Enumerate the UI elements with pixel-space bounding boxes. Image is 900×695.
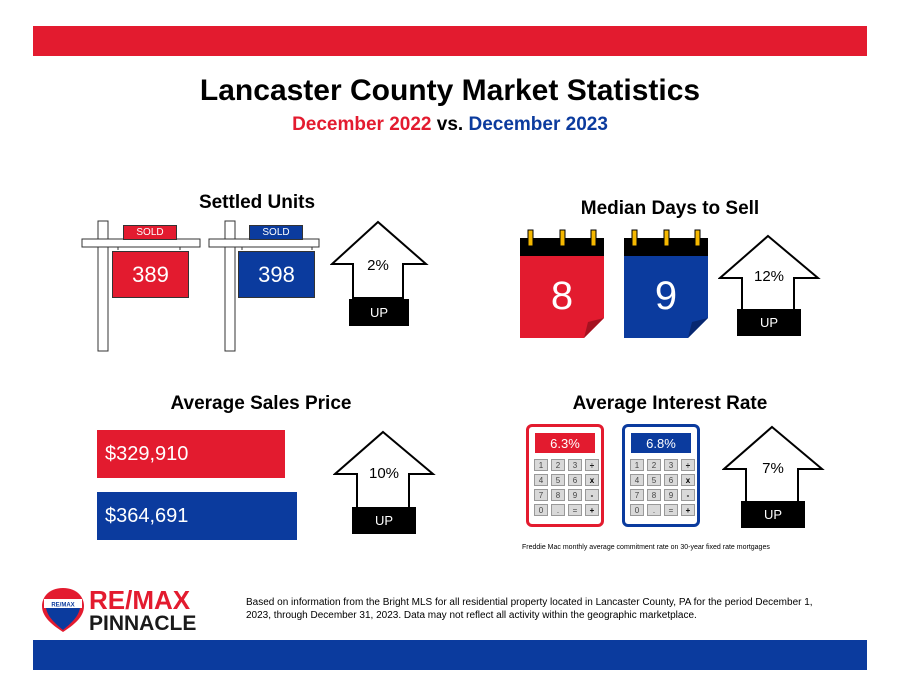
calculator-key: 4 xyxy=(534,474,548,486)
calculator-key: . xyxy=(551,504,565,516)
subtitle-2023: December 2023 xyxy=(468,114,608,135)
subtitle-2022: December 2022 xyxy=(292,114,432,135)
settled-units-change: 2% xyxy=(367,257,389,274)
avg-price-direction: UP xyxy=(352,507,416,534)
disclaimer-text: Based on information from the Bright MLS… xyxy=(246,597,813,621)
page-title: Lancaster County Market Statistics xyxy=(199,74,701,107)
avg-price-change: 10% xyxy=(368,465,400,482)
interest-rate-2023: 6.8% xyxy=(631,433,691,453)
top-red-bar xyxy=(33,26,867,56)
settled-units-direction: UP xyxy=(349,299,409,326)
settled-units-up-arrow-icon xyxy=(330,220,429,299)
calculator-key: 2 xyxy=(647,459,661,471)
calculator-keypad: 1 2 3 ÷ 4 5 6 x 7 8 9- 0. = + xyxy=(630,459,695,516)
interest-rate-footnote: Freddie Mac monthly average commitment r… xyxy=(522,544,770,551)
calculator-key: 7 xyxy=(630,489,644,501)
median-days-2022: 8 xyxy=(550,274,574,318)
calculator-key: + xyxy=(585,504,599,516)
calculator-key: 3 xyxy=(664,459,678,471)
subtitle-vs: vs. xyxy=(436,114,464,135)
interest-rate-2022: 6.3% xyxy=(535,433,595,453)
avg-price-title: Average Sales Price xyxy=(170,393,352,414)
logo-pinnacle: PINNACLE xyxy=(89,612,197,635)
calculator-key: x xyxy=(681,474,695,486)
calculator-2022-icon: 6.3% 1 2 3 ÷ 4 5 6 x 7 8 9- 0. = + xyxy=(526,424,604,527)
calculator-key: 0 xyxy=(630,504,644,516)
calculator-key: 5 xyxy=(551,474,565,486)
calculator-key: 8 xyxy=(647,489,661,501)
calculator-key: 1 xyxy=(630,459,644,471)
interest-rate-title: Average Interest Rate xyxy=(572,393,768,414)
calculator-key: 5 xyxy=(647,474,661,486)
balloon-text: RE/MAX xyxy=(51,603,74,609)
calculator-key: 8 xyxy=(551,489,565,501)
calculator-key: 6 xyxy=(664,474,678,486)
calculator-key: = xyxy=(568,504,582,516)
calculator-key: 6 xyxy=(568,474,582,486)
calculator-key: . xyxy=(647,504,661,516)
avg-price-2023-bar: $364,691 xyxy=(97,492,297,540)
calculator-key: 1 xyxy=(534,459,548,471)
avg-price-2022-bar: $329,910 xyxy=(97,430,285,478)
logo-remax: RE/MAX xyxy=(89,585,191,615)
page-subtitle: December 2022 vs. December 2023 xyxy=(0,114,900,136)
calculator-2023-icon: 6.8% 1 2 3 ÷ 4 5 6 x 7 8 9- 0. = + xyxy=(622,424,700,527)
bottom-blue-bar xyxy=(33,640,867,670)
calculator-key: x xyxy=(585,474,599,486)
settled-units-title: Settled Units xyxy=(198,192,316,213)
calculator-key: ÷ xyxy=(585,459,599,471)
median-days-direction: UP xyxy=(737,309,801,336)
calculator-key: 9 xyxy=(664,489,678,501)
calendar-icons xyxy=(520,229,708,338)
sold-tag-2022: SOLD xyxy=(123,225,177,240)
balloon-logo-icon: RE/MAX xyxy=(42,588,84,632)
interest-rate-change: 7% xyxy=(762,460,784,477)
calculator-key: 4 xyxy=(630,474,644,486)
median-days-title: Median Days to Sell xyxy=(580,198,760,219)
calculator-key: 2 xyxy=(551,459,565,471)
calculator-key: - xyxy=(585,489,599,501)
calculator-key: ÷ xyxy=(681,459,695,471)
interest-rate-direction: UP xyxy=(741,501,805,528)
sold-signs-graphic xyxy=(81,220,320,352)
median-days-change: 12% xyxy=(753,268,785,285)
sold-tag-2023: SOLD xyxy=(249,225,303,240)
calculator-key: 9 xyxy=(568,489,582,501)
settled-units-2022: 389 xyxy=(112,251,189,298)
calculator-key: 0 xyxy=(534,504,548,516)
calculator-key: + xyxy=(681,504,695,516)
calculator-key: 7 xyxy=(534,489,548,501)
calculator-key: - xyxy=(681,489,695,501)
settled-units-2023: 398 xyxy=(238,251,315,298)
calculator-keypad: 1 2 3 ÷ 4 5 6 x 7 8 9- 0. = + xyxy=(534,459,599,516)
median-days-2023: 9 xyxy=(654,274,678,318)
calculator-key: = xyxy=(664,504,678,516)
calculator-key: 3 xyxy=(568,459,582,471)
